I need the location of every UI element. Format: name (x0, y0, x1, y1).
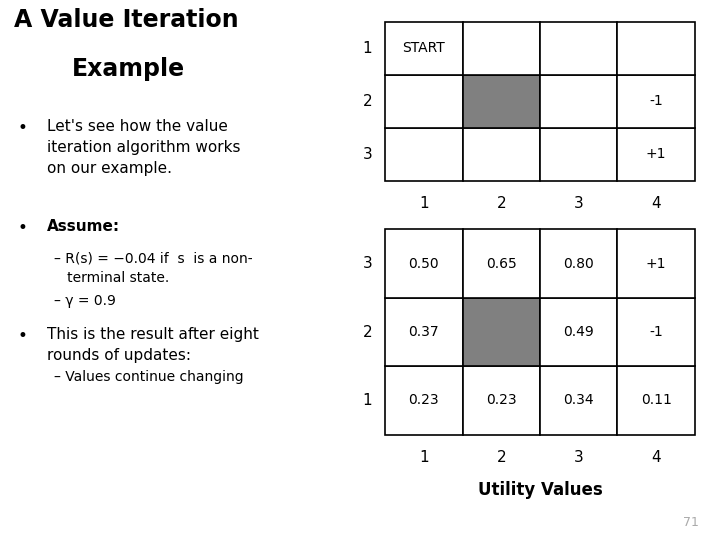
Text: 0.50: 0.50 (408, 256, 439, 271)
Text: 4: 4 (652, 450, 661, 465)
Text: A Value Iteration: A Value Iteration (14, 8, 239, 32)
Text: 0.37: 0.37 (408, 325, 439, 339)
Text: 2: 2 (363, 325, 372, 340)
Text: 0.49: 0.49 (563, 325, 594, 339)
Text: 0.23: 0.23 (486, 394, 517, 408)
Text: -1: -1 (649, 94, 663, 108)
Text: •: • (18, 219, 28, 237)
Bar (385, 75, 463, 128)
Bar (463, 230, 540, 298)
Bar (540, 22, 618, 75)
Bar (618, 128, 695, 181)
Text: •: • (18, 327, 28, 345)
Bar (618, 230, 695, 298)
Text: 0.80: 0.80 (563, 256, 594, 271)
Bar (463, 75, 540, 128)
Text: 0.23: 0.23 (408, 394, 439, 408)
Bar (540, 298, 618, 366)
Bar (540, 75, 618, 128)
Text: 2: 2 (497, 196, 506, 211)
Text: 0.11: 0.11 (641, 394, 672, 408)
Bar (618, 366, 695, 435)
Bar (540, 128, 618, 181)
Bar (463, 366, 540, 435)
Bar (540, 230, 618, 298)
Bar (463, 128, 540, 181)
Text: 1: 1 (419, 196, 428, 211)
Bar (385, 230, 463, 298)
Bar (385, 128, 463, 181)
Text: 1: 1 (363, 393, 372, 408)
Text: 3: 3 (362, 256, 372, 271)
Text: 4: 4 (652, 196, 661, 211)
Bar (385, 22, 463, 75)
Bar (618, 298, 695, 366)
Text: 1: 1 (363, 40, 372, 56)
Text: Utility Values: Utility Values (477, 481, 603, 498)
Text: – R(s) = −0.04 if  s  is a non-
   terminal state.: – R(s) = −0.04 if s is a non- terminal s… (54, 251, 253, 285)
Text: 1: 1 (419, 450, 428, 465)
Bar (618, 75, 695, 128)
Bar (618, 22, 695, 75)
Text: 3: 3 (574, 450, 584, 465)
Bar (385, 366, 463, 435)
Text: – Values continue changing: – Values continue changing (54, 370, 243, 384)
Text: 71: 71 (683, 516, 698, 529)
Text: 0.65: 0.65 (486, 256, 517, 271)
Text: – γ = 0.9: – γ = 0.9 (54, 294, 116, 308)
Bar (540, 366, 618, 435)
Text: +1: +1 (646, 256, 666, 271)
Text: -1: -1 (649, 325, 663, 339)
Text: •: • (18, 119, 28, 137)
Text: START: START (402, 41, 445, 55)
Text: This is the result after eight
rounds of updates:: This is the result after eight rounds of… (47, 327, 258, 363)
Text: 3: 3 (362, 147, 372, 162)
Text: +1: +1 (646, 147, 666, 161)
Bar (463, 298, 540, 366)
Bar (385, 298, 463, 366)
Text: 2: 2 (497, 450, 506, 465)
Text: Let's see how the value
iteration algorithm works
on our example.: Let's see how the value iteration algori… (47, 119, 240, 176)
Text: 2: 2 (363, 94, 372, 109)
Text: 3: 3 (574, 196, 584, 211)
Bar (463, 22, 540, 75)
Text: Example: Example (72, 57, 185, 80)
Text: 0.34: 0.34 (563, 394, 594, 408)
Text: Assume:: Assume: (47, 219, 120, 234)
